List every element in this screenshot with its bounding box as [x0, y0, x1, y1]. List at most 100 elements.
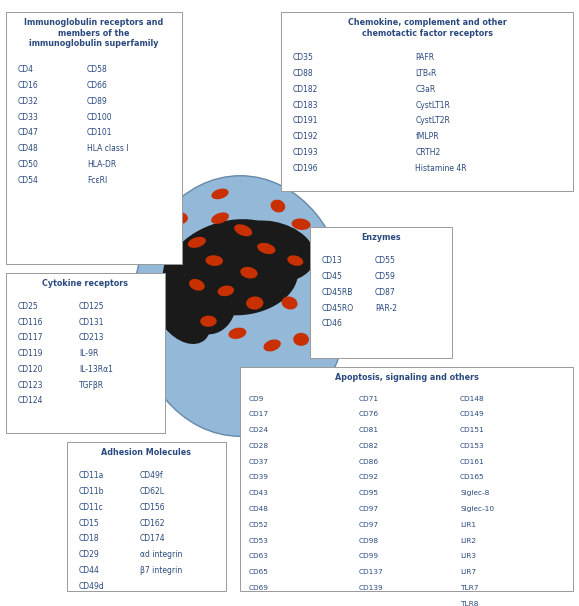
Ellipse shape [223, 221, 315, 282]
Text: CD165: CD165 [460, 474, 485, 481]
Ellipse shape [133, 176, 347, 436]
Ellipse shape [234, 224, 252, 236]
Ellipse shape [171, 212, 188, 224]
Text: CD174: CD174 [140, 534, 166, 544]
Text: CD69: CD69 [249, 585, 269, 591]
Ellipse shape [257, 243, 276, 254]
Text: CD62L: CD62L [140, 487, 165, 496]
Text: CD151: CD151 [460, 427, 485, 433]
Ellipse shape [246, 296, 263, 310]
Text: CD39: CD39 [249, 474, 269, 481]
Text: CD161: CD161 [460, 459, 485, 465]
Text: LTB₄R: LTB₄R [415, 69, 437, 78]
Text: CD47: CD47 [17, 128, 38, 138]
Ellipse shape [211, 188, 229, 199]
Text: CD63: CD63 [249, 553, 269, 559]
Text: CD46: CD46 [321, 319, 342, 328]
Text: CD87: CD87 [375, 288, 396, 297]
Text: CD48: CD48 [17, 144, 38, 153]
Ellipse shape [293, 333, 309, 346]
Text: CD11c: CD11c [78, 503, 103, 512]
Ellipse shape [182, 236, 298, 315]
Ellipse shape [188, 237, 206, 248]
Text: IL-9R: IL-9R [79, 349, 98, 358]
FancyBboxPatch shape [240, 367, 573, 591]
Text: CD16: CD16 [17, 81, 38, 90]
Text: CD117: CD117 [17, 333, 43, 342]
Text: Enzymes: Enzymes [361, 233, 401, 242]
Text: CD11b: CD11b [78, 487, 104, 496]
FancyBboxPatch shape [6, 12, 182, 264]
Text: LIR1: LIR1 [460, 522, 476, 528]
Text: Cytokine receptors: Cytokine receptors [42, 279, 129, 288]
Ellipse shape [206, 255, 223, 266]
Ellipse shape [200, 316, 217, 327]
Text: CystLT1R: CystLT1R [415, 101, 450, 110]
Text: CD139: CD139 [358, 585, 383, 591]
Text: CD49f: CD49f [140, 471, 163, 481]
Text: CD193: CD193 [292, 148, 318, 157]
Text: CD98: CD98 [358, 538, 379, 544]
Text: CD92: CD92 [358, 474, 379, 481]
Text: CD33: CD33 [17, 113, 38, 122]
Text: CD123: CD123 [17, 381, 43, 390]
Ellipse shape [163, 241, 237, 335]
Text: CD76: CD76 [358, 411, 379, 418]
FancyBboxPatch shape [67, 442, 226, 591]
Text: CD153: CD153 [460, 443, 485, 449]
Text: TLR8: TLR8 [460, 601, 478, 606]
Text: CD183: CD183 [292, 101, 318, 110]
Text: CD65: CD65 [249, 569, 269, 575]
Ellipse shape [218, 285, 234, 296]
Text: CD45RO: CD45RO [321, 304, 353, 313]
Text: CD148: CD148 [460, 396, 485, 402]
Ellipse shape [287, 255, 303, 266]
Text: CD162: CD162 [140, 519, 166, 528]
Ellipse shape [166, 219, 291, 308]
Text: CD88: CD88 [292, 69, 313, 78]
Text: CD53: CD53 [249, 538, 269, 544]
Text: CystLT2R: CystLT2R [415, 116, 450, 125]
Text: CD54: CD54 [17, 176, 38, 185]
Text: Chemokine, complement and other
chemotactic factor receptors: Chemokine, complement and other chemotac… [347, 18, 507, 38]
Text: CD71: CD71 [358, 396, 379, 402]
Text: CD99: CD99 [358, 553, 379, 559]
Text: CD119: CD119 [17, 349, 43, 358]
Text: CD50: CD50 [17, 160, 38, 169]
Text: CD131: CD131 [79, 318, 105, 327]
Text: Histamine 4R: Histamine 4R [415, 164, 467, 173]
Text: CD35: CD35 [292, 53, 313, 62]
Text: HLA-DR: HLA-DR [87, 160, 116, 169]
Text: CD58: CD58 [87, 65, 108, 75]
Text: CD32: CD32 [17, 97, 38, 106]
Ellipse shape [310, 297, 327, 309]
Text: LIR2: LIR2 [460, 538, 476, 544]
Text: CD11a: CD11a [78, 471, 104, 481]
Text: CD97: CD97 [358, 506, 379, 512]
Text: CD120: CD120 [17, 365, 43, 374]
Text: CD213: CD213 [79, 333, 105, 342]
Text: CD13: CD13 [321, 256, 342, 265]
Text: CD43: CD43 [249, 490, 269, 496]
Text: CD86: CD86 [358, 459, 379, 465]
Text: FcεRI: FcεRI [87, 176, 107, 185]
Text: LIR7: LIR7 [460, 569, 476, 575]
Text: CD25: CD25 [17, 302, 38, 311]
Text: CD89: CD89 [87, 97, 108, 106]
Text: CD52: CD52 [249, 522, 269, 528]
Text: IL-13Rα1: IL-13Rα1 [79, 365, 113, 374]
Text: CD66: CD66 [87, 81, 108, 90]
Ellipse shape [154, 280, 211, 344]
Ellipse shape [263, 339, 281, 351]
Text: CD125: CD125 [79, 302, 105, 311]
Text: CD55: CD55 [375, 256, 396, 265]
FancyBboxPatch shape [6, 273, 165, 433]
Text: CD191: CD191 [292, 116, 318, 125]
Text: CD17: CD17 [249, 411, 269, 418]
Text: fMLPR: fMLPR [415, 132, 439, 141]
Ellipse shape [281, 296, 298, 310]
Text: CD156: CD156 [140, 503, 166, 512]
Text: β7 integrin: β7 integrin [140, 566, 182, 575]
Text: CD29: CD29 [78, 550, 99, 559]
Text: CD48: CD48 [249, 506, 269, 512]
